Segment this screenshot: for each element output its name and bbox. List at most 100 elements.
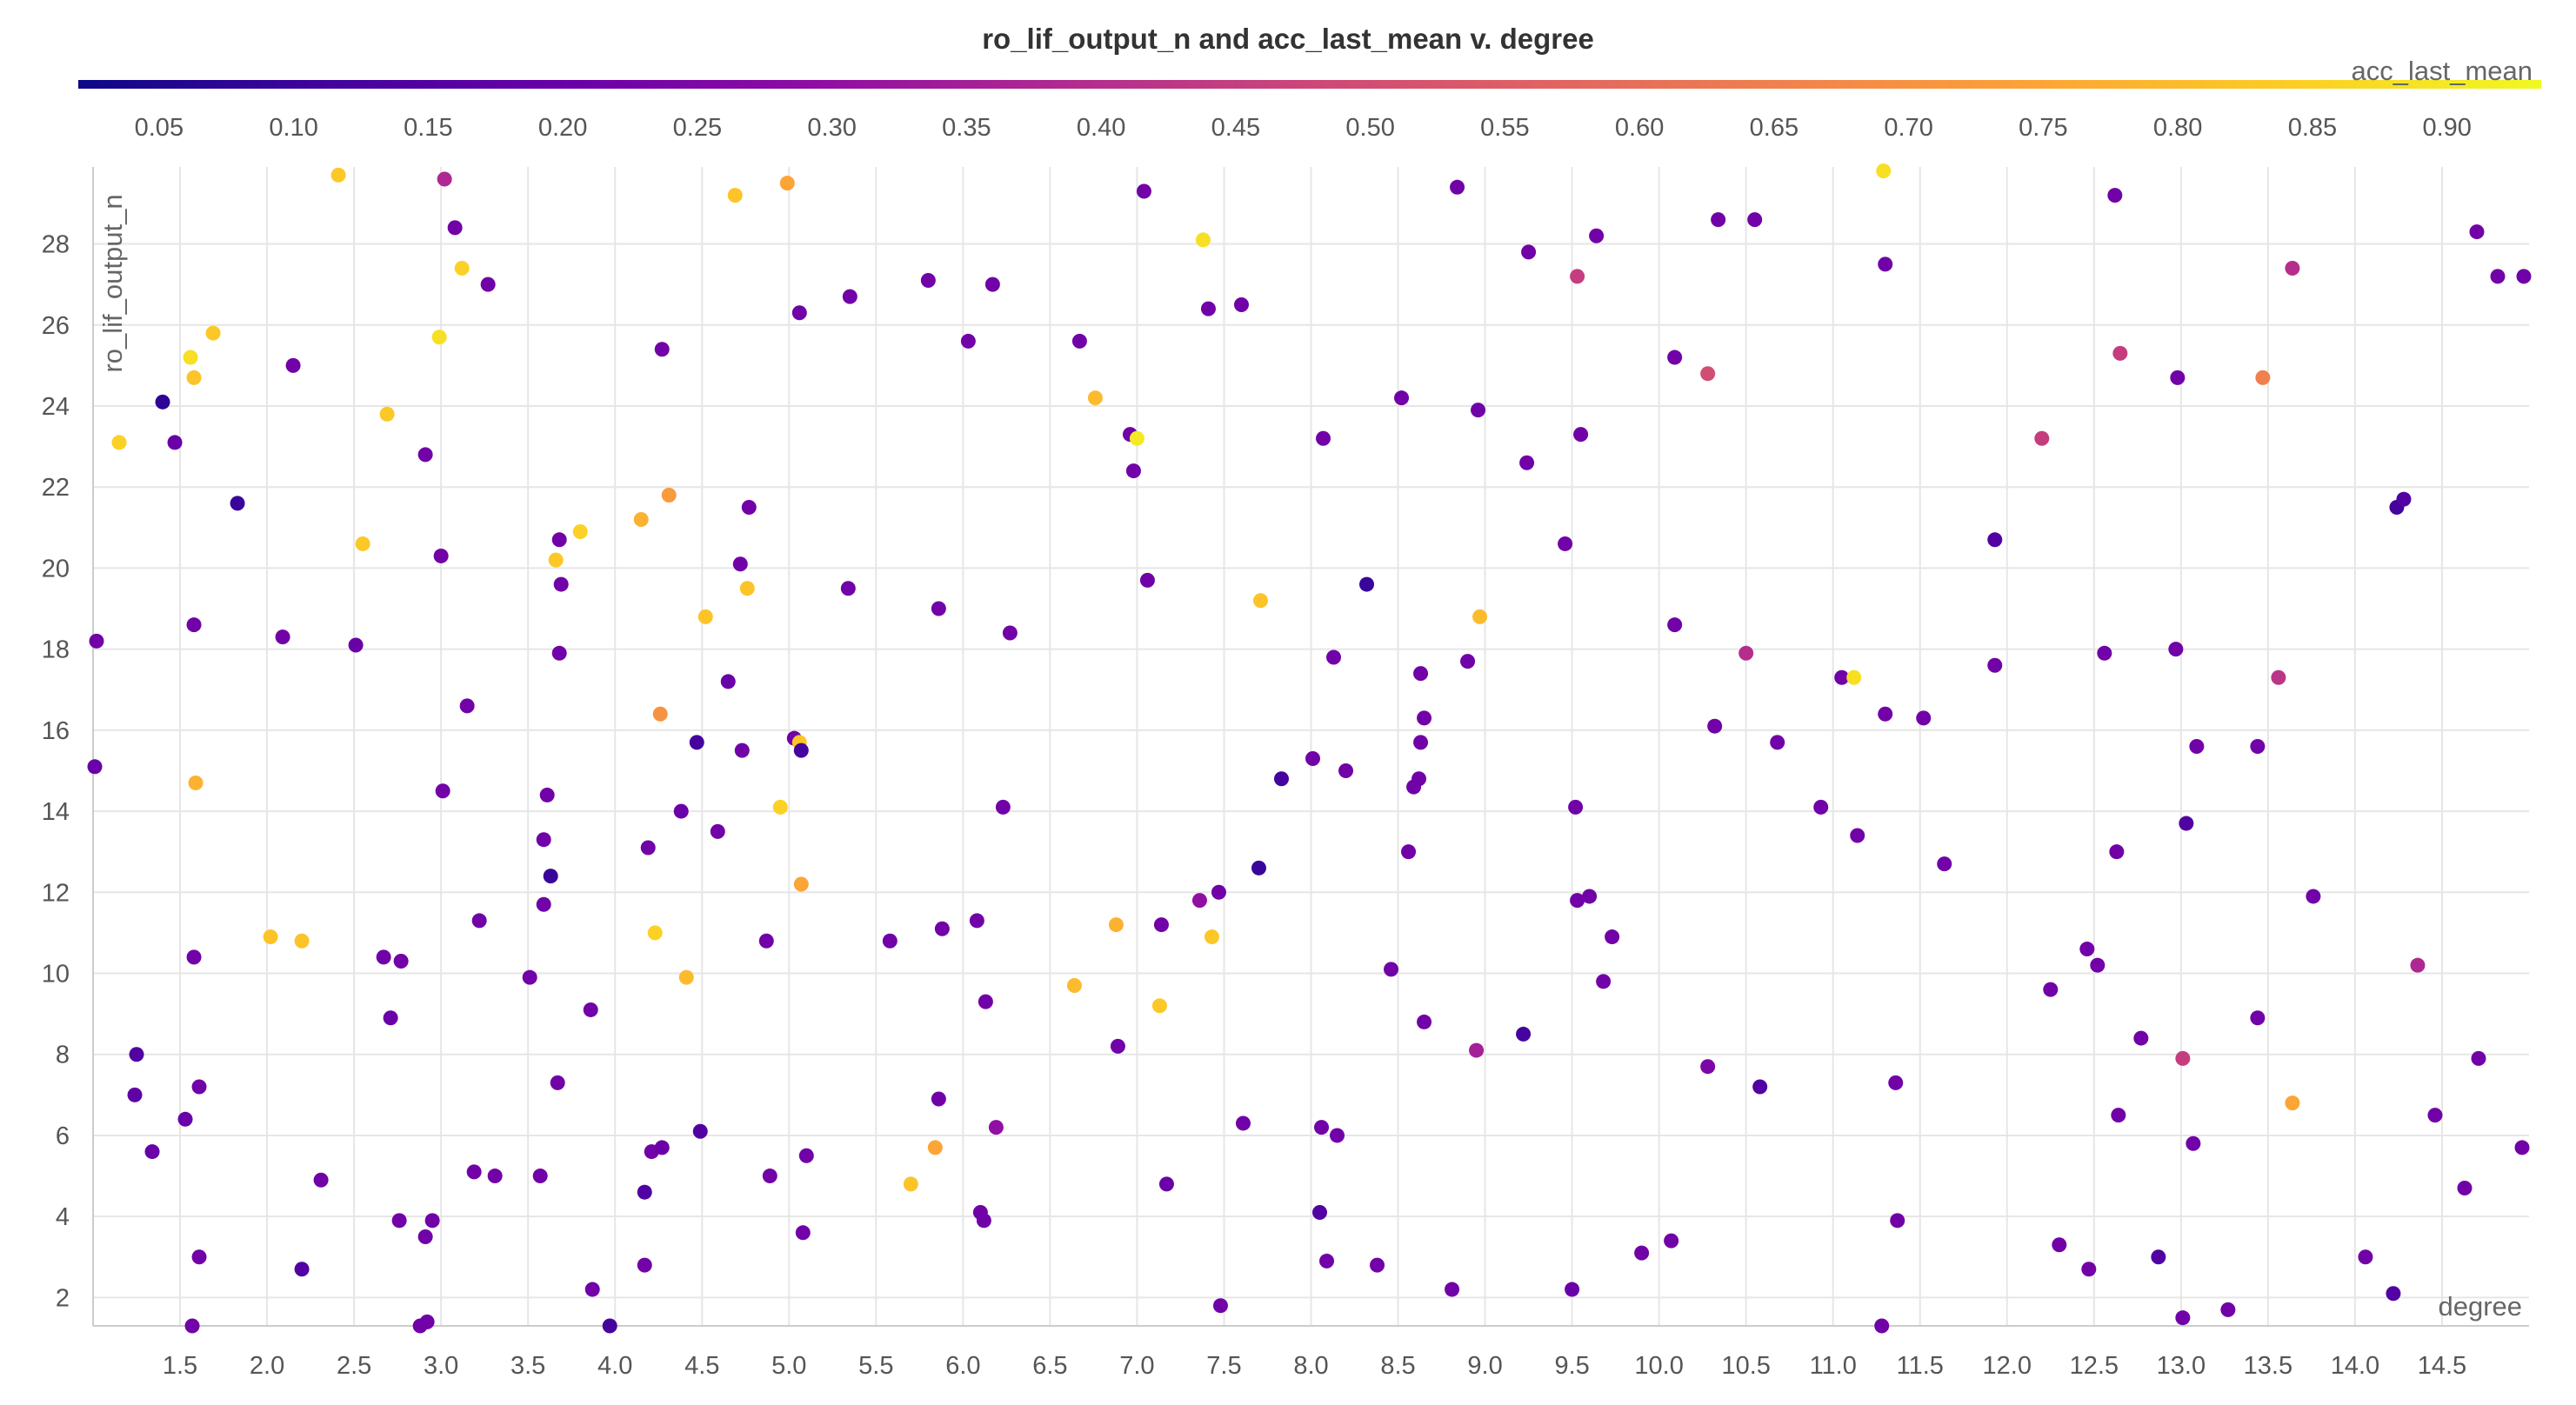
data-point[interactable] [111,435,127,450]
data-point[interactable] [793,742,809,758]
data-point[interactable] [1770,735,1785,750]
data-point[interactable] [1834,669,1850,685]
data-point[interactable] [1460,654,1476,669]
data-point[interactable] [654,1140,670,1155]
data-point[interactable] [1359,576,1375,592]
data-point[interactable] [435,783,450,799]
data-point[interactable] [2490,269,2506,284]
data-point[interactable] [1413,666,1429,682]
data-point[interactable] [931,601,946,616]
data-point[interactable] [673,803,689,819]
data-point[interactable] [419,1314,435,1329]
data-point[interactable] [1738,645,1754,661]
data-point[interactable] [2079,942,2095,957]
data-point[interactable] [927,1140,943,1155]
data-point[interactable] [2081,1262,2097,1277]
data-point[interactable] [842,289,858,304]
data-point[interactable] [633,511,649,527]
data-point[interactable] [1707,718,1723,734]
data-point[interactable] [710,823,725,839]
data-point[interactable] [1212,1298,1228,1314]
data-point[interactable] [188,775,204,790]
data-point[interactable] [285,357,301,373]
data-point[interactable] [2175,1310,2191,1326]
data-point[interactable] [2285,261,2300,276]
data-point[interactable] [2109,844,2125,860]
data-point[interactable] [2097,645,2112,661]
data-point[interactable] [522,969,537,985]
data-point[interactable] [1876,163,1892,179]
data-point[interactable] [294,1262,310,1277]
data-point[interactable] [1417,710,1432,726]
data-point[interactable] [431,330,447,345]
data-point[interactable] [2457,1181,2473,1196]
data-point[interactable] [230,496,245,511]
data-point[interactable] [191,1249,207,1265]
data-point[interactable] [348,637,364,653]
data-point[interactable] [1002,625,1018,641]
data-point[interactable] [466,1164,482,1180]
data-point[interactable] [129,1047,144,1062]
data-point[interactable] [1582,889,1598,904]
data-point[interactable] [1596,974,1612,989]
data-point[interactable] [602,1318,617,1334]
data-point[interactable] [127,1087,143,1102]
data-point[interactable] [1589,228,1605,243]
data-point[interactable] [969,913,984,929]
data-point[interactable] [2396,491,2412,507]
data-point[interactable] [1558,536,1573,551]
data-point[interactable] [2514,1140,2530,1155]
data-point[interactable] [1874,1318,1890,1334]
data-point[interactable] [1235,1115,1251,1131]
data-point[interactable] [1472,609,1488,624]
data-point[interactable] [984,276,1000,292]
data-point[interactable] [2133,1030,2149,1046]
data-point[interactable] [393,954,409,969]
data-point[interactable] [903,1176,918,1192]
data-point[interactable] [1151,998,1167,1014]
data-point[interactable] [2090,957,2106,973]
data-point[interactable] [960,333,976,349]
data-point[interactable] [2175,1050,2191,1066]
data-point[interactable] [1521,244,1537,260]
data-point[interactable] [1700,366,1716,382]
data-point[interactable] [1200,301,1216,316]
data-point[interactable] [2410,957,2426,973]
data-point[interactable] [155,394,170,410]
data-point[interactable] [976,1213,991,1229]
data-point[interactable] [383,1010,398,1026]
data-point[interactable] [762,1169,777,1184]
data-point[interactable] [583,1002,598,1017]
data-point[interactable] [186,370,202,385]
data-point[interactable] [2469,224,2485,240]
data-point[interactable] [1312,1204,1328,1220]
data-point[interactable] [1071,333,1087,349]
data-point[interactable] [184,1318,200,1334]
data-point[interactable] [1417,1014,1432,1029]
data-point[interactable] [2179,816,2194,831]
data-point[interactable] [1319,1253,1335,1268]
data-point[interactable] [995,799,1011,815]
data-point[interactable] [732,556,748,572]
data-point[interactable] [548,552,564,568]
data-point[interactable] [1330,1128,1345,1143]
data-point[interactable] [2516,269,2532,284]
data-point[interactable] [1888,1075,1904,1090]
data-point[interactable] [1251,860,1266,876]
data-point[interactable] [1413,735,1429,750]
data-point[interactable] [727,188,743,203]
data-point[interactable] [1338,762,1354,778]
data-point[interactable] [1129,430,1145,446]
data-point[interactable] [637,1184,652,1200]
data-point[interactable] [798,1148,814,1163]
data-point[interactable] [988,1120,1004,1135]
data-point[interactable] [1570,269,1585,284]
data-point[interactable] [920,273,936,289]
data-point[interactable] [1273,771,1289,787]
data-point[interactable] [1305,750,1321,766]
data-point[interactable] [791,305,807,321]
data-point[interactable] [1394,390,1410,406]
data-point[interactable] [355,536,370,551]
data-point[interactable] [1664,1233,1679,1249]
data-point[interactable] [191,1079,207,1095]
